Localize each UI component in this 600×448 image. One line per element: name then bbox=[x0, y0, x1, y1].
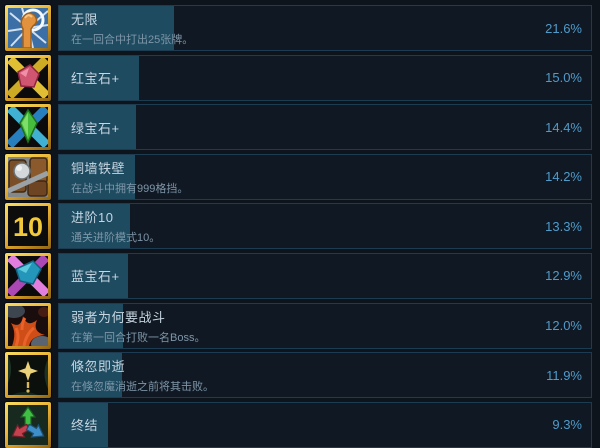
achievement-title: 蓝宝石+ bbox=[71, 269, 120, 285]
progress-fill bbox=[59, 105, 136, 150]
infinity-icon bbox=[5, 5, 51, 51]
achievement-title: 弱者为何要战斗 bbox=[71, 309, 166, 325]
achievement-title: 铜墙铁壁 bbox=[71, 160, 126, 176]
achievement-text: 倏忽即逝 在倏忽魔消逝之前将其击败。 bbox=[71, 353, 214, 397]
achievement-title: 终结 bbox=[71, 418, 99, 434]
svg-text:10: 10 bbox=[13, 212, 43, 242]
achievement-text: 终结 bbox=[71, 403, 98, 447]
achievement-text: 铜墙铁壁 在战斗中拥有999格挡。 bbox=[71, 155, 188, 199]
progress-fill bbox=[59, 303, 123, 348]
achievement-description: 在一回合中打出25张牌。 bbox=[71, 34, 194, 46]
progress-fill bbox=[59, 55, 139, 100]
achievement-title: 绿宝石+ bbox=[71, 120, 120, 136]
achievement-text: 弱者为何要战斗 在第一回合打败一名Boss。 bbox=[71, 304, 205, 348]
achievement-row: 10 进阶10 通关进阶模式10。 13.3% bbox=[5, 203, 592, 250]
achievement-text: 红宝石+ bbox=[71, 56, 120, 100]
achievement-title: 无限 bbox=[71, 12, 99, 27]
progress-fill bbox=[59, 154, 135, 199]
achievement-percentage: 12.9% bbox=[545, 268, 582, 284]
achievement-title: 进阶10 bbox=[71, 210, 114, 226]
achievement-text: 进阶10 通关进阶模式10。 bbox=[71, 204, 160, 248]
achievement-description: 在倏忽魔消逝之前将其击败。 bbox=[71, 381, 214, 394]
ascension-10-icon: 10 bbox=[5, 203, 51, 250]
red-coral-icon bbox=[5, 302, 51, 349]
tri-arrow-icon bbox=[5, 401, 51, 448]
achievement-row: 红宝石+ 15.0% bbox=[5, 54, 592, 101]
progress-fill bbox=[59, 204, 130, 249]
achievement-percentage: 14.2% bbox=[545, 169, 582, 185]
emerald-gem-icon bbox=[5, 104, 51, 151]
sapphire-gem-icon bbox=[5, 252, 51, 299]
barricade-shield-icon bbox=[5, 153, 51, 200]
achievement-percentage: 9.3% bbox=[552, 417, 582, 433]
achievement-percentage: 12.0% bbox=[545, 318, 582, 334]
achievement-percentage: 14.4% bbox=[545, 119, 582, 135]
achievement-progress-bar: 无限 在一回合中打出25张牌。 21.6% bbox=[58, 5, 592, 51]
progress-fill bbox=[59, 353, 123, 398]
achievement-title: 红宝石+ bbox=[71, 71, 120, 87]
achievement-description: 在战斗中拥有999格挡。 bbox=[71, 182, 189, 195]
achievement-text: 无限 在一回合中打出25张牌。 bbox=[71, 6, 193, 50]
achievement-row: 弱者为何要战斗 在第一回合打败一名Boss。 12.0% bbox=[5, 302, 592, 349]
transient-star-icon bbox=[5, 352, 51, 399]
achievement-progress-bar: 绿宝石+ 14.4% bbox=[58, 104, 592, 151]
achievement-percentage: 11.9% bbox=[546, 367, 582, 383]
achievement-title: 倏忽即逝 bbox=[71, 359, 126, 375]
achievement-row: 终结 9.3% bbox=[5, 401, 592, 448]
achievement-progress-bar: 铜墙铁壁 在战斗中拥有999格挡。 14.2% bbox=[58, 153, 592, 200]
achievement-row: 无限 在一回合中打出25张牌。 21.6% bbox=[5, 5, 592, 51]
achievement-percentage: 15.0% bbox=[545, 70, 582, 86]
achievement-text: 绿宝石+ bbox=[71, 105, 120, 149]
progress-fill bbox=[59, 6, 174, 50]
progress-fill bbox=[59, 253, 128, 298]
achievement-row: 倏忽即逝 在倏忽魔消逝之前将其击败。 11.9% bbox=[5, 352, 592, 399]
achievement-percentage: 21.6% bbox=[545, 20, 582, 36]
achievement-text: 蓝宝石+ bbox=[71, 254, 120, 298]
achievement-progress-bar: 弱者为何要战斗 在第一回合打败一名Boss。 12.0% bbox=[58, 302, 592, 349]
achievement-progress-bar: 倏忽即逝 在倏忽魔消逝之前将其击败。 11.9% bbox=[58, 352, 592, 399]
progress-fill bbox=[59, 402, 109, 447]
ruby-gem-icon bbox=[5, 54, 51, 101]
achievement-description: 在第一回合打败一名Boss。 bbox=[71, 331, 206, 344]
achievement-description: 通关进阶模式10。 bbox=[71, 232, 161, 245]
achievement-progress-bar: 终结 9.3% bbox=[58, 401, 592, 448]
achievement-progress-bar: 红宝石+ 15.0% bbox=[58, 54, 592, 101]
achievement-progress-bar: 进阶10 通关进阶模式10。 13.3% bbox=[58, 203, 592, 250]
achievement-percentage: 13.3% bbox=[545, 218, 582, 234]
achievement-row: 铜墙铁壁 在战斗中拥有999格挡。 14.2% bbox=[5, 153, 592, 200]
achievement-progress-bar: 蓝宝石+ 12.9% bbox=[58, 252, 592, 299]
achievement-row: 蓝宝石+ 12.9% bbox=[5, 252, 592, 299]
achievement-row: 绿宝石+ 14.4% bbox=[5, 104, 592, 151]
